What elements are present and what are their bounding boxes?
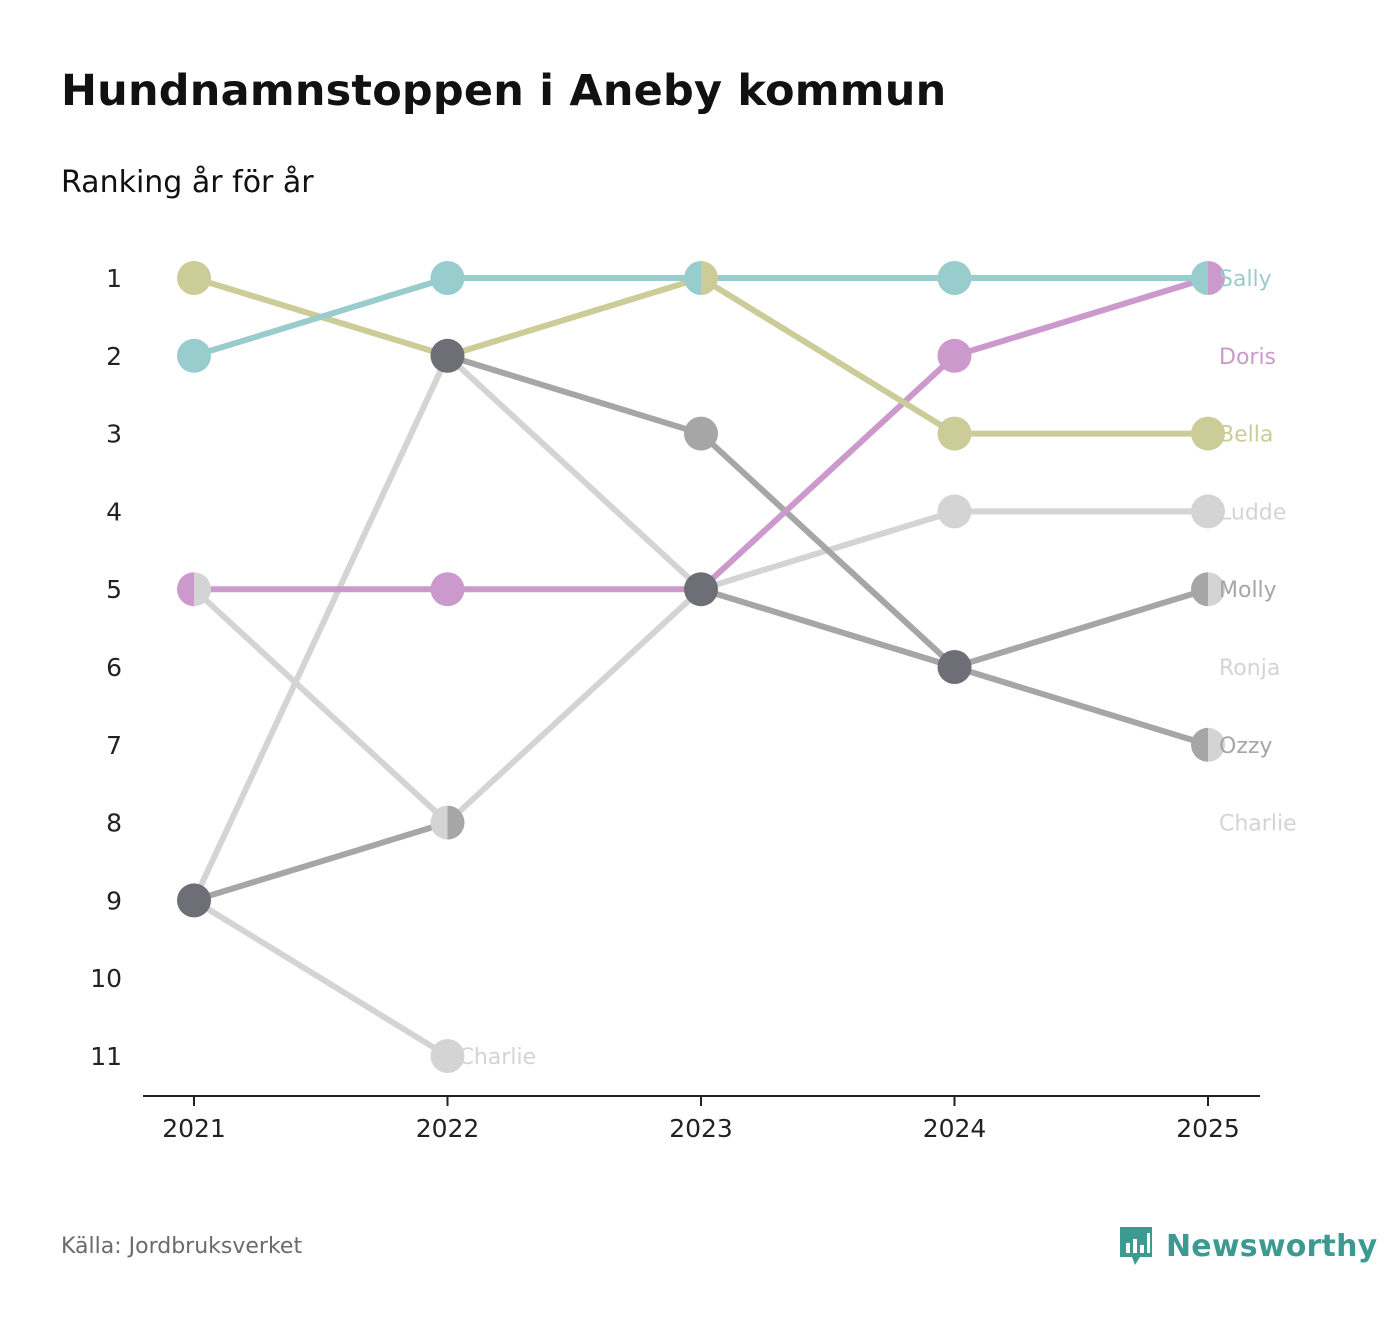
marker-2024-rank-4 bbox=[937, 494, 972, 529]
marker-2025-rank-1 bbox=[1191, 261, 1225, 295]
bar-chart-speech-icon bbox=[1120, 1227, 1152, 1265]
marker-2022-rank-1 bbox=[430, 261, 465, 295]
marker-2025-rank-7-right-half bbox=[1208, 727, 1225, 762]
marker-2024-rank-3 bbox=[937, 416, 972, 451]
marker-2022-rank-5 bbox=[430, 572, 465, 607]
marker-2024-rank-1 bbox=[937, 261, 972, 295]
end-label-ronja: Ronja bbox=[1219, 656, 1280, 681]
marker-2021-rank-9 bbox=[177, 883, 211, 918]
marker-2022-rank-8-right-half bbox=[447, 805, 465, 840]
end-label-doris: Doris bbox=[1219, 345, 1276, 370]
x-tick-label-2024: 2024 bbox=[923, 1114, 987, 1143]
marker-2025-rank-5 bbox=[1191, 572, 1225, 607]
brand-name: Newsworthy bbox=[1166, 1228, 1378, 1264]
end-label-charlie: Charlie bbox=[1219, 812, 1297, 837]
marker-2021-rank-5-right-half bbox=[194, 572, 211, 607]
annotation-charlie: Charlie bbox=[459, 1045, 537, 1070]
end-label-ozzy: Ozzy bbox=[1219, 734, 1272, 759]
x-tick-label-2021: 2021 bbox=[162, 1114, 226, 1143]
marker-2025-rank-1-left-half bbox=[1191, 261, 1208, 295]
marker-2023-rank-1-left-half bbox=[684, 261, 701, 295]
series-markers bbox=[177, 261, 1225, 1073]
y-tick-label-10: 10 bbox=[90, 964, 122, 993]
series-line-molly bbox=[444, 352, 1211, 670]
y-tick-label-1: 1 bbox=[106, 264, 122, 293]
y-tick-label-7: 7 bbox=[106, 731, 122, 760]
series-lines bbox=[191, 275, 1211, 1059]
x-tick-label-2022: 2022 bbox=[416, 1114, 480, 1143]
end-label-ludde: Ludde bbox=[1219, 500, 1286, 525]
y-tick-label-6: 6 bbox=[106, 653, 122, 682]
marker-2023-rank-5 bbox=[684, 572, 718, 607]
marker-2022-rank-2 bbox=[430, 338, 465, 373]
marker-2023-rank-1 bbox=[684, 261, 718, 295]
y-tick-label-2: 2 bbox=[106, 342, 122, 371]
marker-2025-rank-1-right-half bbox=[1208, 261, 1225, 295]
y-tick-label-8: 8 bbox=[106, 809, 122, 838]
marker-2025-rank-7 bbox=[1191, 727, 1225, 762]
end-label-sally: Sally bbox=[1219, 267, 1272, 292]
marker-2023-rank-3 bbox=[684, 416, 718, 451]
source-note: Källa: Jordbruksverket bbox=[61, 1234, 303, 1259]
marker-2024-rank-6 bbox=[937, 650, 972, 684]
series-labels: Sally Doris Bella Ludde Molly Ronja Ozzy Charli… bbox=[459, 267, 1297, 1070]
marker-2022-rank-8-left-half bbox=[430, 805, 448, 840]
x-tick-label-2023: 2023 bbox=[669, 1114, 733, 1143]
marker-2025-rank-7-left-half bbox=[1191, 727, 1208, 762]
series-line-ludde bbox=[191, 508, 1211, 826]
marker-2021-rank-5 bbox=[177, 572, 211, 607]
marker-2025-rank-5-right-half bbox=[1208, 572, 1225, 607]
marker-2021-rank-2 bbox=[177, 338, 211, 373]
y-tick-label-5: 5 bbox=[106, 575, 122, 604]
series-line-ozzy bbox=[191, 819, 451, 904]
series-line-bella bbox=[191, 275, 1211, 437]
marker-2022-rank-8 bbox=[430, 805, 465, 840]
marker-2024-rank-2 bbox=[937, 338, 972, 373]
chart-title: Hundnamnstoppen i Aneby kommun bbox=[61, 66, 947, 116]
marker-2025-rank-5-left-half bbox=[1191, 572, 1208, 607]
marker-2023-rank-1-right-half bbox=[701, 261, 718, 295]
series-line-charlie bbox=[191, 897, 451, 1059]
y-tick-label-11: 11 bbox=[90, 1042, 122, 1071]
y-tick-label-3: 3 bbox=[106, 420, 122, 449]
marker-2021-rank-5-left-half bbox=[177, 572, 194, 607]
y-tick-label-9: 9 bbox=[106, 886, 122, 915]
y-tick-label-4: 4 bbox=[106, 497, 122, 526]
x-tick-label-2025: 2025 bbox=[1176, 1114, 1240, 1143]
brand-logo[interactable]: Newsworthy bbox=[1118, 1225, 1377, 1267]
marker-2025-rank-3 bbox=[1191, 416, 1225, 451]
series-line-ronja bbox=[191, 352, 958, 904]
end-label-bella: Bella bbox=[1219, 423, 1273, 448]
axes: 1 2 3 4 5 6 7 8 9 10 11 2021 2022 2023 2024 2025 bbox=[90, 264, 1260, 1143]
marker-2025-rank-4 bbox=[1191, 494, 1225, 529]
marker-2022-rank-11 bbox=[430, 1039, 465, 1073]
end-label-molly: Molly bbox=[1219, 578, 1277, 603]
marker-2021-rank-1 bbox=[177, 261, 211, 295]
chart-subtitle: Ranking år för år bbox=[61, 165, 314, 200]
